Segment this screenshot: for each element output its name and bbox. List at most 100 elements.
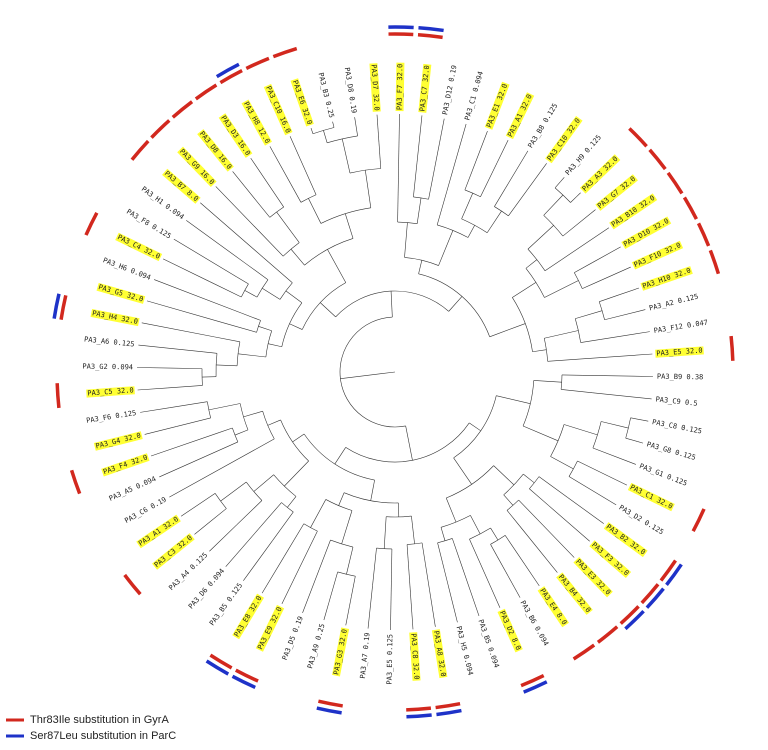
branch [225,526,261,567]
branch [203,351,218,354]
branch [542,525,575,558]
leaf: PA3_D12 0.19 [441,64,459,115]
branch [208,403,241,411]
branch [448,296,463,312]
leaf-label: PA3_B9 0.38 [657,373,703,382]
leaf-label: PA3_F7 32.0 [396,64,405,110]
branch-arc [440,515,471,528]
branch [150,432,220,457]
highlight [152,533,195,570]
branch [186,220,248,265]
branch [256,200,270,218]
branch [236,500,263,526]
leaf-label: PA3_A8 32.0 [432,630,447,677]
branch [446,123,467,192]
substitution-marker [245,56,270,71]
highlight [484,81,510,130]
branch-arc [281,302,303,347]
leaf-label: PA3_G7 32.0 [596,175,637,210]
branch [490,544,498,557]
branch [232,171,257,202]
branch [496,395,531,405]
branch [411,516,415,544]
substitution-marker [418,26,444,33]
branch [234,429,249,436]
leaf-label: PA3_D8 16.0 [198,130,233,171]
branch [548,505,590,542]
leaf: PA3_F8 0.125 [125,208,172,241]
leaf: PA3_C9 0.5 [655,395,698,407]
branch [506,510,520,527]
substitution-marker [84,211,99,236]
branch [523,473,535,484]
leaf-label: PA3_B5 0.094 [477,618,501,668]
branch [200,202,264,259]
branch-arc [339,316,406,428]
substitution-marker [619,605,640,625]
branch [579,353,653,360]
branch [320,302,336,318]
branch [154,279,243,314]
leaf: PA3_C4 32.0 [115,232,163,262]
branch [562,213,592,237]
branch [525,259,538,269]
branch-arc [232,427,239,443]
branch [576,192,581,198]
substitution-marker [665,563,683,586]
branch [561,389,593,394]
leaf: PA3_B5 0.125 [208,582,244,628]
branch [263,257,293,284]
leaf-label: PA3_E9 32.0 [256,606,284,651]
leaf-label: PA3_H8 12.0 [242,100,271,144]
highlight [197,129,234,172]
leaf-label: PA3_E5 32.0 [656,346,703,357]
branch [162,258,210,282]
branch [370,480,375,501]
leaf: PA3_E8 32.0 [232,593,265,640]
branch [244,290,258,298]
leaf-label: PA3_H4 32.0 [92,309,139,326]
branch-arc [349,168,381,174]
leaf: PA3_C8 0.125 [651,418,702,436]
branch [308,198,322,224]
branch [600,331,650,340]
substitution-marker [729,335,735,361]
branch [383,516,387,549]
branch-arc [281,502,294,513]
leaf-label: PA3_A6 0.125 [84,335,135,348]
branch [258,326,272,332]
substitution-marker [219,69,243,85]
branch [185,493,216,514]
leaf-label: PA3_F10 32.0 [633,241,682,269]
leaf: PA3_A1 32.0 [505,92,535,140]
leaf-label: PA3_F4 32.0 [102,454,148,477]
substitution-marker [215,62,240,79]
highlight [136,514,181,549]
leaf: PA3_B2 32.0 [603,522,648,558]
branch [469,422,481,432]
branch [222,322,257,333]
leaf-label: PA3_C7 32.0 [418,65,431,112]
substitution-marker [123,573,142,596]
leaf: PA3_A6 0.125 [84,335,135,348]
branch [522,425,559,442]
branch [255,438,275,450]
branch [260,502,282,527]
substitution-marker [436,708,462,717]
leaf: PA3_B9 0.38 [657,373,703,382]
leaf-label: PA3_H6 0.094 [102,256,152,282]
branch-arc [273,474,297,497]
branch [472,131,488,171]
highlight [395,62,405,112]
substitution-marker [194,83,218,101]
leaf-label: PA3_G8 0.125 [646,440,697,462]
branch [445,497,457,523]
highlight [579,154,621,194]
leaf-label: PA3_G2 0.094 [82,363,133,372]
branch [544,280,579,298]
leaf-label: PA3_B3 0.25 [317,72,336,119]
leaf-label: PA3_D5 0.19 [281,615,305,661]
leaf: PA3_D5 0.19 [281,615,305,661]
branch [628,461,636,465]
branch-arc [265,330,273,358]
